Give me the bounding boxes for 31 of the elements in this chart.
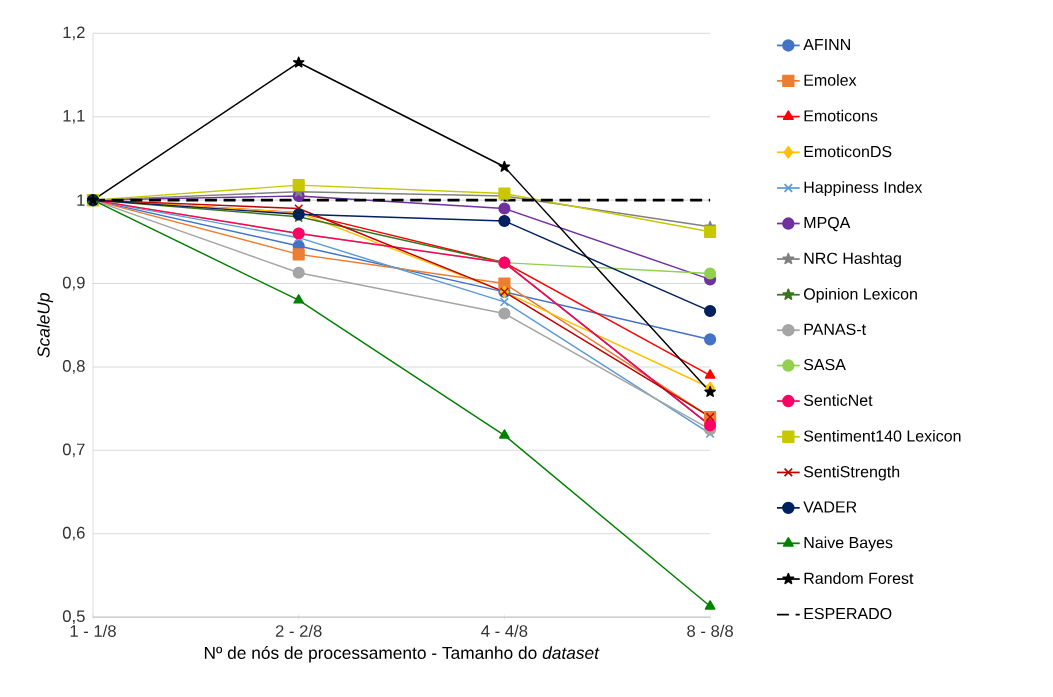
y-tick-label: 0,6 [62,526,85,541]
legend-label: SASA [803,358,846,371]
legend-label: VADER [803,501,857,513]
y-tick-label: 1 [77,194,85,206]
legend-label: SentiStrength [803,465,900,481]
legend-label: ESPERADO [804,607,892,620]
legend-label: Random Forest [804,572,914,584]
legend-label: Happiness Index [804,181,923,197]
legend-label: Emoticons [804,109,878,122]
x-axis-title: Nº de nós de processamento - Tamanho do dataset [204,646,600,663]
legend-label: SenticNet [803,394,873,406]
x-tick-label: 2 - 2/8 [275,624,322,637]
legend-label: Emolex [804,74,857,86]
legend-label: EmoticonDS [804,145,892,158]
y-tick-label: 1,2 [63,26,85,41]
legend-label: Sentiment140 Lexicon [803,429,961,442]
x-tick-label: 8 - 8/8 [687,624,733,637]
legend-label: Opinion Lexicon [804,287,917,303]
legend-label: MPQA [804,216,851,232]
y-tick-label: 0,5 [62,610,85,624]
legend-label: PANAS-t [804,323,866,335]
y-tick-label: 1,1 [63,109,85,124]
y-tick-label: 0,9 [62,276,85,291]
y-tick-label: 0,7 [62,443,85,458]
legend-label: Naive Bayes [804,536,893,552]
y-axis-title: ScaleUp [36,293,54,358]
y-tick-label: 0,8 [62,360,85,374]
legend-label: AFINN [803,38,850,50]
legend-label: NRC Hashtag [804,252,901,268]
x-tick-label: 4 - 4/8 [481,624,528,637]
x-tick-label: 1 - 1/8 [70,624,116,637]
